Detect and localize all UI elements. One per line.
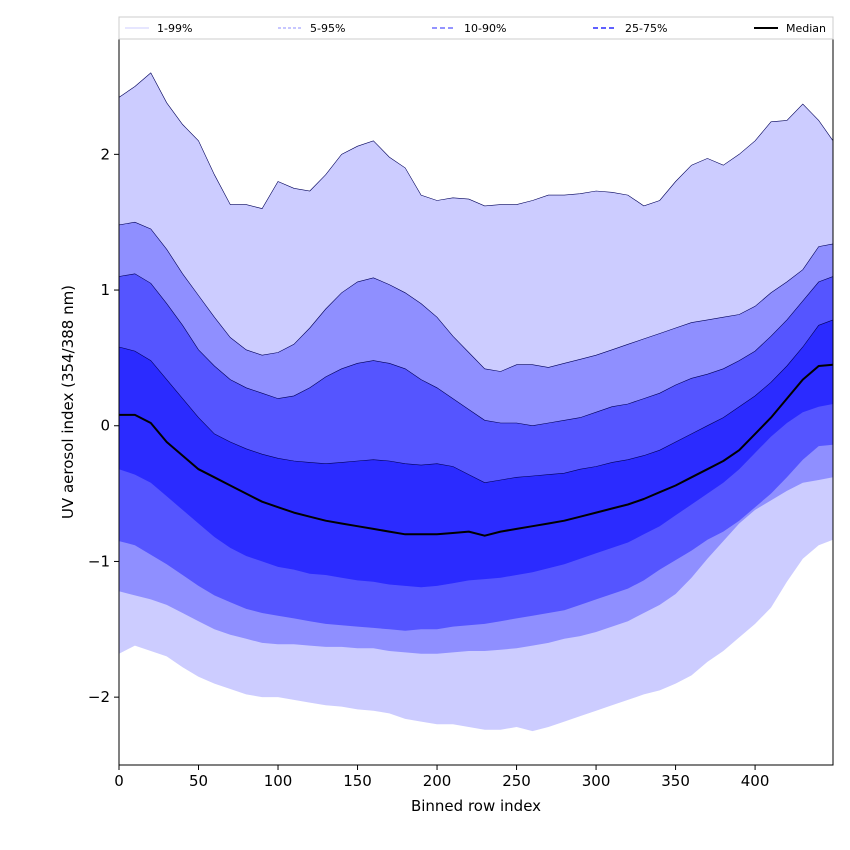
legend: 1-99% 5-95% 10-90% 25-75% Median [118, 16, 834, 40]
y-tick-label: 1 [100, 281, 110, 299]
band-upper-edge-25-75pct [119, 319, 833, 484]
x-tick-label: 400 [741, 772, 770, 790]
band-upper-edge-1-99pct [119, 72, 833, 209]
y-tick-label: 0 [100, 417, 110, 435]
legend-label: 10-90% [464, 22, 506, 35]
band-upper-edge-10-90pct [119, 273, 833, 427]
x-tick-label: 50 [189, 772, 208, 790]
x-tick-label: 300 [582, 772, 611, 790]
x-tick-label: 0 [114, 772, 124, 790]
y-tick-label: −2 [88, 688, 110, 706]
legend-item-25-75pct: 25-75% [593, 22, 667, 35]
legend-label: 1-99% [157, 22, 192, 35]
y-axis-label: UV aerosol index (354/388 nm) [59, 285, 77, 519]
legend-label: 5-95% [310, 22, 345, 35]
y-tick-label: −1 [88, 552, 110, 570]
x-tick-label: 100 [264, 772, 293, 790]
band-upper-edge-5-95pct [119, 221, 833, 372]
legend-item-5-95pct: 5-95% [278, 22, 345, 35]
legend-item-10-90pct: 10-90% [432, 22, 506, 35]
x-tick-label: 250 [502, 772, 531, 790]
percentile-bands [119, 72, 833, 732]
median-layer [119, 363, 833, 537]
x-tick-label: 150 [343, 772, 372, 790]
legend-item-1-99pct: 1-99% [125, 22, 192, 35]
y-axis: −2 −1 0 1 2 [88, 145, 119, 706]
band-25-75pct [119, 319, 833, 588]
legend-label: Median [786, 22, 826, 35]
x-tick-label: 350 [661, 772, 690, 790]
median-line [119, 363, 833, 537]
legend-label: 25-75% [625, 22, 667, 35]
x-axis-label: Binned row index [411, 797, 541, 815]
y-tick-label: 2 [100, 145, 110, 163]
legend-item-Median: Median [754, 22, 826, 35]
legend-box [118, 16, 834, 40]
x-axis: 0 50 100 150 200 250 300 350 400 [114, 765, 769, 790]
x-tick-label: 200 [423, 772, 452, 790]
